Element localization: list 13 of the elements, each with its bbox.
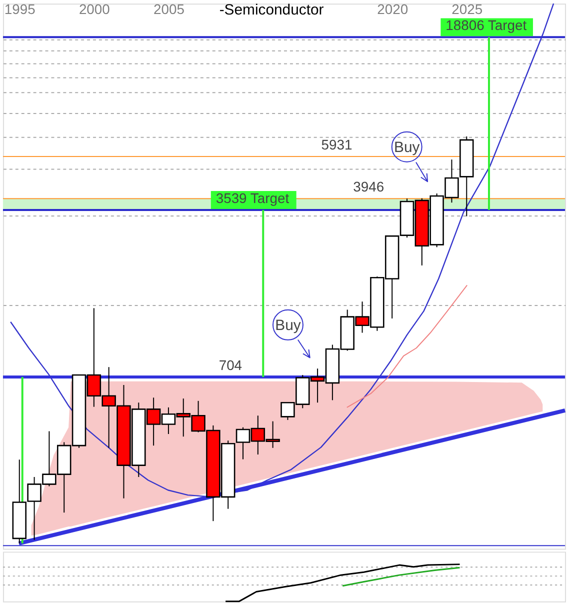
ref-line-label: 3539 Target — [216, 190, 290, 206]
annotation: Buy — [275, 316, 302, 334]
ref-line-label: 18806 Target — [446, 17, 527, 34]
x-tick-label: 2000 — [78, 1, 110, 18]
x-tick-label: 2025 — [452, 1, 483, 18]
ref-line-label: 3946 — [353, 178, 384, 195]
x-tick-label: 1995 — [4, 1, 36, 18]
ref-line-label: 5931 — [321, 136, 353, 153]
annotation: Buy — [394, 138, 420, 156]
x-tick-label: 2005 — [153, 1, 185, 18]
chart-title: -Semiconductor — [219, 2, 324, 19]
ref-line-label: 704 — [218, 357, 242, 374]
x-tick-label: 2020 — [377, 1, 408, 18]
